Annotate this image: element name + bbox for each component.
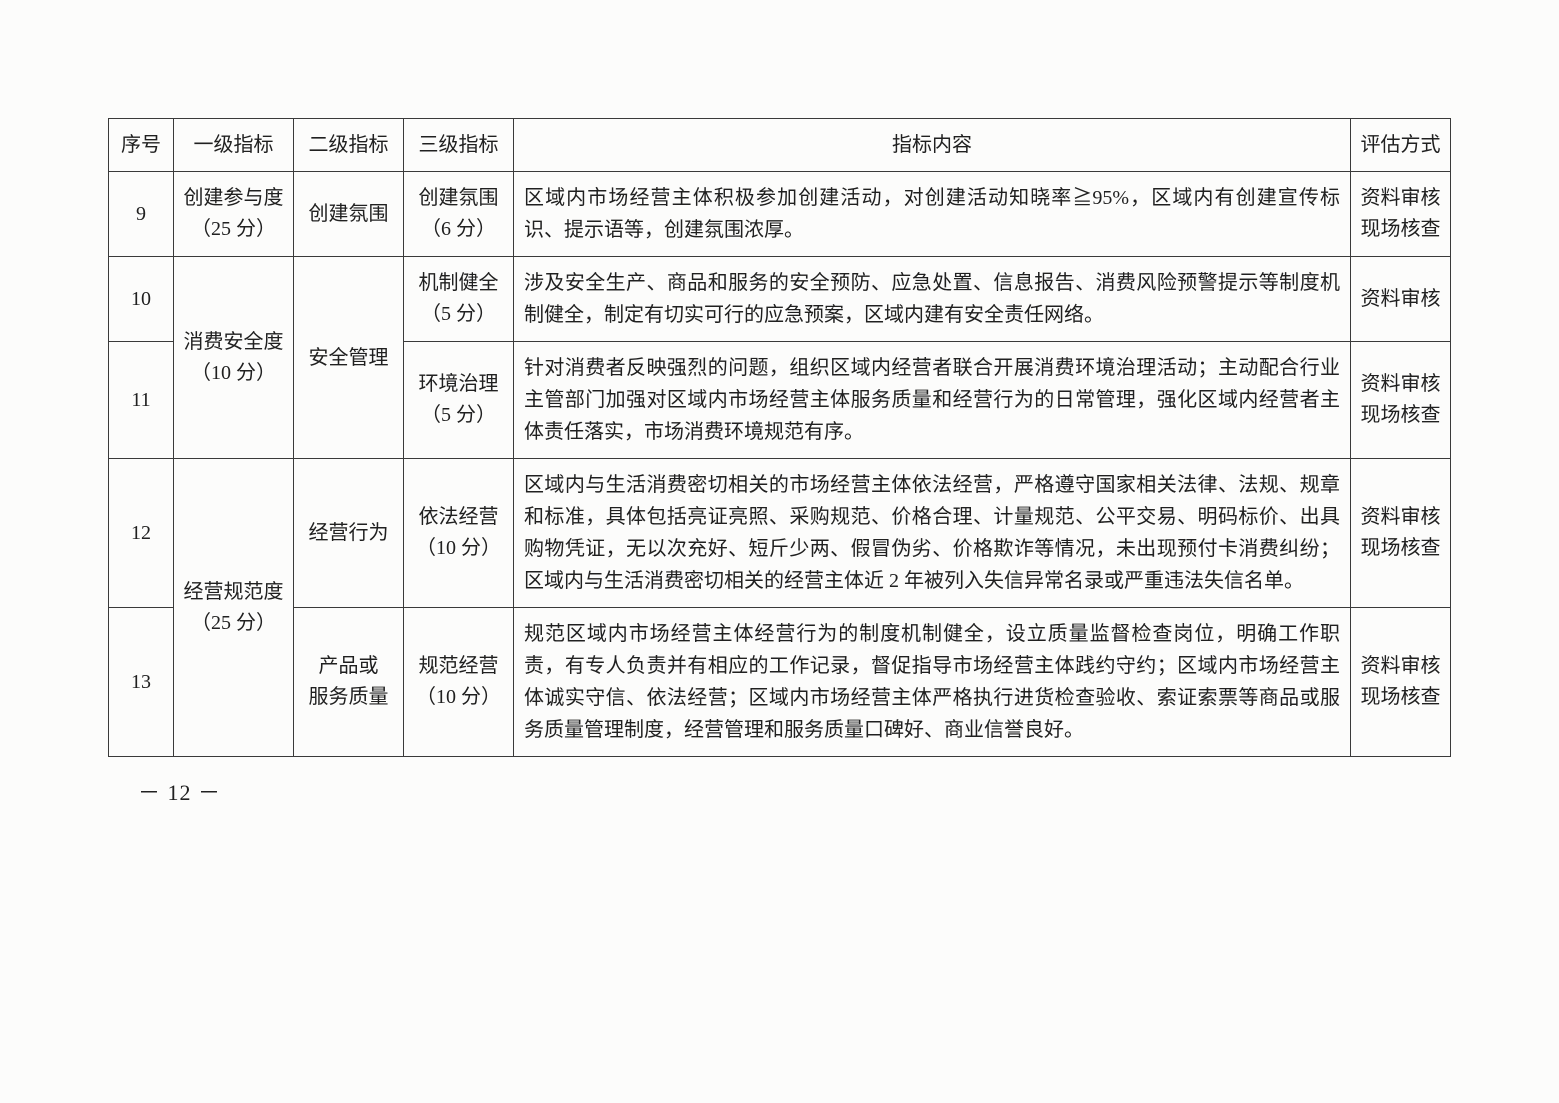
seq-cell: 12: [109, 459, 174, 608]
method-cell: 资料审核: [1351, 257, 1451, 342]
method-cell: 资料审核 现场核查: [1351, 172, 1451, 257]
seq-cell: 13: [109, 608, 174, 757]
level2-line: 服务质量: [309, 686, 389, 708]
level3-cell: 机制健全 （5 分）: [404, 257, 514, 342]
method-line: 资料审核: [1361, 373, 1441, 395]
level3-score: （10 分）: [416, 686, 501, 708]
table-row: 9 创建参与度 （25 分） 创建氛围 创建氛围 （6 分） 区域内市场经营主体…: [109, 172, 1451, 257]
level1-cell: 消费安全度 （10 分）: [174, 257, 294, 459]
table-row: 12 经营规范度 （25 分） 经营行为 依法经营 （10 分） 区域内与生活消…: [109, 459, 1451, 608]
header-method: 评估方式: [1351, 119, 1451, 172]
level3-name: 机制健全: [419, 272, 499, 294]
method-line: 资料审核: [1361, 506, 1441, 528]
method-line: 现场核查: [1361, 537, 1441, 559]
seq-cell: 9: [109, 172, 174, 257]
seq-cell: 10: [109, 257, 174, 342]
content-cell: 涉及安全生产、商品和服务的安全预防、应急处置、信息报告、消费风险预警提示等制度机…: [514, 257, 1351, 342]
level1-cell: 经营规范度 （25 分）: [174, 459, 294, 757]
method-cell: 资料审核 现场核查: [1351, 459, 1451, 608]
header-content: 指标内容: [514, 119, 1351, 172]
evaluation-table: 序号 一级指标 二级指标 三级指标 指标内容 评估方式 9 创建参与度 （25 …: [108, 118, 1451, 757]
level3-name: 规范经营: [419, 655, 499, 677]
level2-cell: 创建氛围: [294, 172, 404, 257]
level2-cell: 安全管理: [294, 257, 404, 459]
level1-name: 消费安全度: [184, 331, 284, 353]
level3-name: 创建氛围: [419, 187, 499, 209]
level1-score: （25 分）: [191, 218, 276, 240]
content-cell: 针对消费者反映强烈的问题，组织区域内经营者联合开展消费环境治理活动；主动配合行业…: [514, 342, 1351, 459]
level1-name: 经营规范度: [184, 581, 284, 603]
method-line: 现场核查: [1361, 404, 1441, 426]
seq-cell: 11: [109, 342, 174, 459]
level2-line: 产品或: [319, 655, 379, 677]
level2-cell: 产品或 服务质量: [294, 608, 404, 757]
method-line: 现场核查: [1361, 686, 1441, 708]
level3-cell: 依法经营 （10 分）: [404, 459, 514, 608]
header-level3: 三级指标: [404, 119, 514, 172]
method-line: 资料审核: [1361, 655, 1441, 677]
level1-score: （10 分）: [191, 362, 276, 384]
level2-cell: 经营行为: [294, 459, 404, 608]
method-cell: 资料审核 现场核查: [1351, 342, 1451, 459]
method-line: 现场核查: [1361, 218, 1441, 240]
level3-score: （10 分）: [416, 537, 501, 559]
table-row: 13 产品或 服务质量 规范经营 （10 分） 规范区域内市场经营主体经营行为的…: [109, 608, 1451, 757]
content-cell: 规范区域内市场经营主体经营行为的制度机制健全，设立质量监督检查岗位，明确工作职责…: [514, 608, 1351, 757]
level3-name: 环境治理: [419, 373, 499, 395]
header-seq: 序号: [109, 119, 174, 172]
method-line: 资料审核: [1361, 187, 1441, 209]
header-level2: 二级指标: [294, 119, 404, 172]
table-header-row: 序号 一级指标 二级指标 三级指标 指标内容 评估方式: [109, 119, 1451, 172]
header-level1: 一级指标: [174, 119, 294, 172]
level1-name: 创建参与度: [184, 187, 284, 209]
table-row: 10 消费安全度 （10 分） 安全管理 机制健全 （5 分） 涉及安全生产、商…: [109, 257, 1451, 342]
level3-cell: 规范经营 （10 分）: [404, 608, 514, 757]
content-cell: 区域内与生活消费密切相关的市场经营主体依法经营，严格遵守国家相关法律、法规、规章…: [514, 459, 1351, 608]
level1-cell: 创建参与度 （25 分）: [174, 172, 294, 257]
level3-score: （5 分）: [421, 404, 496, 426]
method-cell: 资料审核 现场核查: [1351, 608, 1451, 757]
level3-name: 依法经营: [419, 506, 499, 528]
level3-score: （6 分）: [421, 218, 496, 240]
level1-score: （25 分）: [191, 612, 276, 634]
level3-cell: 环境治理 （5 分）: [404, 342, 514, 459]
content-cell: 区域内市场经营主体积极参加创建活动，对创建活动知晓率≧95%，区域内有创建宣传标…: [514, 172, 1351, 257]
page-number: － 12 －: [138, 775, 1451, 807]
level3-cell: 创建氛围 （6 分）: [404, 172, 514, 257]
level3-score: （5 分）: [421, 303, 496, 325]
